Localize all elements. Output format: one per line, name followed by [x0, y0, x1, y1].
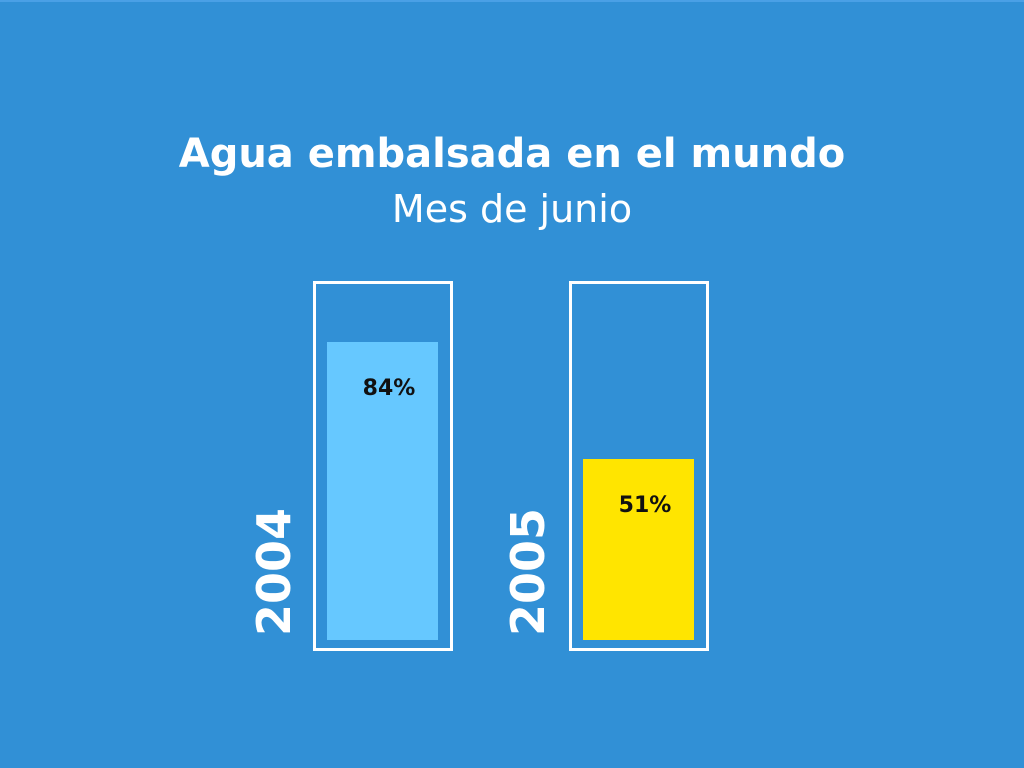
bar-frame-2004 [313, 281, 453, 651]
category-label-2005: 2005 [501, 507, 555, 637]
bar-2005 [583, 459, 694, 640]
value-label-2004: 84% [362, 376, 416, 401]
category-label-2004: 2004 [247, 507, 301, 637]
bar-frame-2005 [569, 281, 709, 651]
chart-title: Agua embalsada en el mundo [178, 131, 846, 177]
top-border-line [0, 0, 1024, 2]
value-label-2005: 51% [618, 493, 672, 518]
bar-2004 [327, 342, 438, 640]
chart-subtitle: Mes de junio [391, 187, 633, 231]
